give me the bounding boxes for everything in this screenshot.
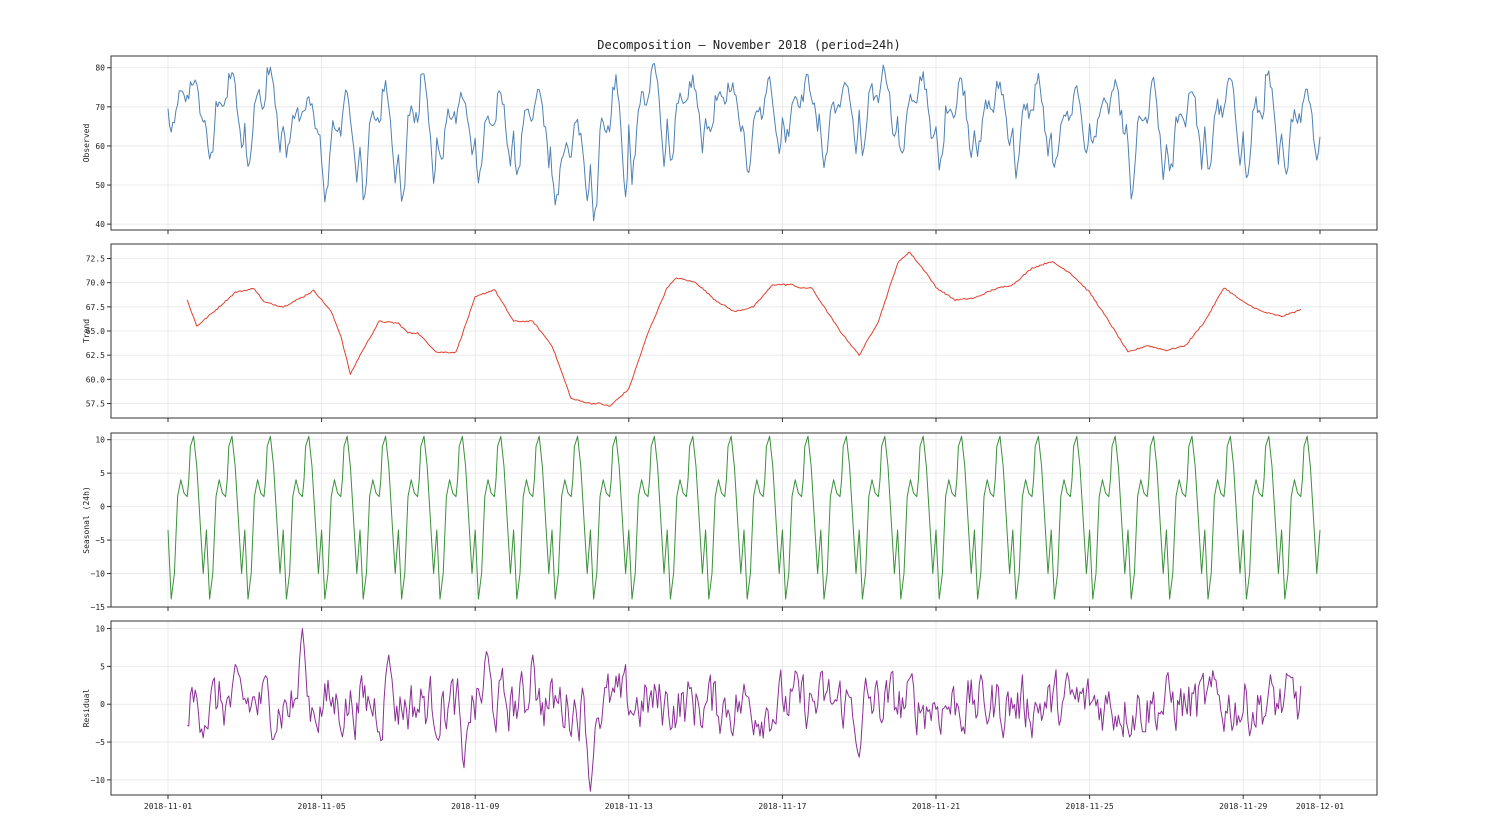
y-tick-label: −10: [91, 776, 106, 785]
seasonal-ylabel: Seasonal (24h): [82, 486, 91, 553]
x-tick-label: 2018-11-13: [605, 802, 653, 811]
y-tick-label: 62.5: [86, 351, 105, 360]
y-tick-label: −5: [95, 738, 105, 747]
seasonal-axes-frame: [110, 432, 1378, 608]
y-tick-label: 70.0: [86, 279, 105, 288]
y-tick-label: 67.5: [86, 303, 105, 312]
y-tick-label: 5: [100, 662, 105, 671]
y-tick-label: 60.0: [86, 375, 105, 384]
trend-axes-frame: [110, 243, 1378, 419]
y-tick-label: 10: [95, 625, 105, 634]
y-tick-label: 0: [100, 700, 105, 709]
trend-series-line: [186, 251, 1302, 407]
x-tick-label: 2018-11-29: [1219, 802, 1267, 811]
x-tick-label: 2018-11-17: [758, 802, 806, 811]
observed-series-line: [167, 62, 1321, 222]
y-tick-label: 5: [100, 469, 105, 478]
observed-ylabel: Observed: [82, 124, 91, 163]
residual-series-line: [187, 628, 1302, 792]
y-tick-label: 10: [95, 436, 105, 445]
y-tick-label: −5: [95, 536, 105, 545]
seasonal-series-line: [167, 435, 1321, 600]
y-tick-label: 40: [95, 220, 105, 229]
y-tick-label: 70: [95, 103, 105, 112]
residual-axes-frame: [110, 620, 1378, 796]
y-tick-label: −15: [91, 603, 106, 612]
x-tick-label: 2018-11-09: [451, 802, 499, 811]
x-tick-label: 2018-11-05: [298, 802, 346, 811]
y-tick-label: 80: [95, 64, 105, 73]
x-tick-label: 2018-12-01: [1296, 802, 1344, 811]
y-tick-label: −10: [91, 570, 106, 579]
x-tick-label: 2018-11-25: [1066, 802, 1114, 811]
chart-title: Decomposition — November 2018 (period=24…: [597, 38, 901, 52]
y-tick-label: 50: [95, 181, 105, 190]
y-tick-label: 0: [100, 503, 105, 512]
x-tick-label: 2018-11-01: [144, 802, 192, 811]
trend-ylabel: Trend: [82, 319, 91, 343]
y-tick-label: 72.5: [86, 255, 105, 264]
observed-axes-frame: [110, 55, 1378, 231]
y-tick-label: 57.5: [86, 400, 105, 409]
y-tick-label: 65.0: [86, 327, 105, 336]
y-tick-label: 60: [95, 142, 105, 151]
x-tick-label: 2018-11-21: [912, 802, 960, 811]
residual-ylabel: Residual: [82, 689, 91, 728]
